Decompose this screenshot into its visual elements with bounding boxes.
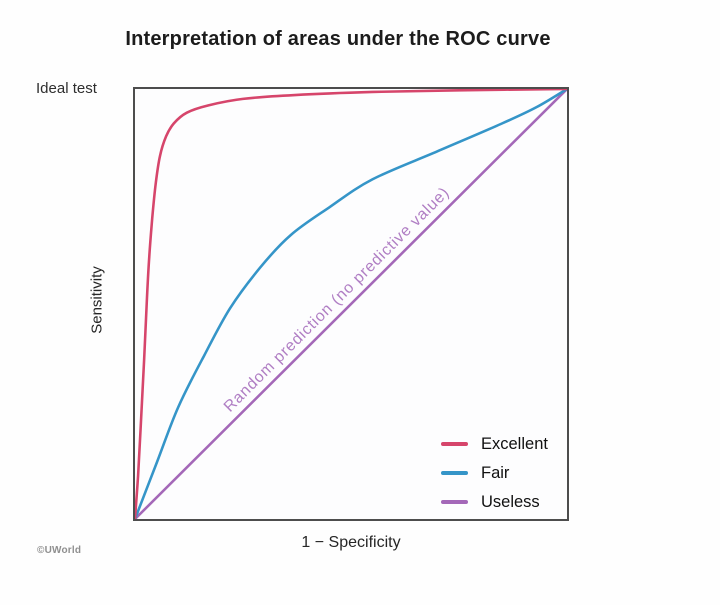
legend-row-fair: Fair — [441, 463, 548, 483]
legend-dash-icon — [441, 500, 468, 504]
chart-title: Interpretation of areas under the ROC cu… — [125, 28, 551, 50]
curves-group — [135, 89, 567, 519]
legend-row-useless: Useless — [441, 492, 548, 512]
plot-area: Random prediction (no predictive value) … — [133, 87, 569, 521]
legend-row-excellent: Excellent — [441, 434, 548, 454]
copyright-label: ©UWorld — [37, 545, 82, 556]
legend-dash-icon — [441, 471, 468, 475]
legend-dash-icon — [441, 442, 468, 446]
ideal-test-annotation: Ideal test — [36, 80, 97, 97]
x-axis-label: 1 − Specificity — [301, 534, 401, 551]
y-axis-label: Sensitivity — [88, 266, 106, 334]
roc-svg: Random prediction (no predictive value) — [135, 89, 567, 519]
diagonal-annotation: Random prediction (no predictive value) — [221, 184, 453, 416]
legend-label: Excellent — [481, 434, 548, 453]
curve-excellent — [135, 89, 567, 519]
legend: Excellent Fair Useless — [441, 434, 548, 512]
legend-label: Useless — [481, 492, 540, 511]
legend-label: Fair — [481, 463, 510, 482]
curve-useless — [135, 89, 567, 519]
curve-fair — [135, 89, 567, 519]
